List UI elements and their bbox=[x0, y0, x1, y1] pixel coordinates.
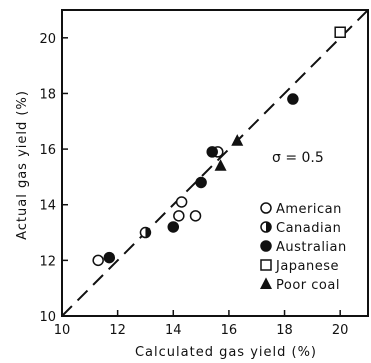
reference-diagonal-line bbox=[61, 9, 369, 317]
x-tick-label: 20 bbox=[332, 323, 349, 338]
y-tick-label: 14 bbox=[39, 199, 56, 214]
y-tick-label: 16 bbox=[39, 143, 56, 158]
x-tick-label: 16 bbox=[221, 323, 238, 338]
australian-data-point bbox=[206, 146, 218, 158]
x-tick-label: 18 bbox=[276, 323, 293, 338]
x-tick-label: 14 bbox=[165, 323, 182, 338]
australian-data-point bbox=[167, 221, 180, 233]
australian-data-point bbox=[103, 251, 116, 264]
y-tick-label: 10 bbox=[39, 310, 56, 325]
australian-data-point bbox=[195, 176, 207, 189]
sigma-annotation: σ = 0.5 bbox=[272, 150, 324, 166]
american-data-point bbox=[92, 254, 104, 267]
legend-marker-poor-coal bbox=[260, 277, 272, 289]
plot-frame bbox=[61, 9, 369, 317]
japanese-data-point bbox=[334, 26, 346, 39]
legend-label-japanese: Japanese bbox=[275, 259, 339, 274]
legend-label-american: American bbox=[276, 202, 342, 217]
x-axis-label: Calculated gas yield (%) bbox=[135, 345, 317, 360]
y-axis-label: Actual gas yield (%) bbox=[15, 90, 30, 240]
australian-data-point bbox=[287, 93, 299, 105]
poor-coal-data-point bbox=[214, 159, 227, 171]
legend-label-poor-coal: Poor coal bbox=[276, 278, 340, 293]
x-tick-label: 10 bbox=[54, 323, 71, 338]
canadian-data-point bbox=[139, 226, 152, 239]
american-data-point bbox=[175, 196, 188, 208]
legend-label-canadian: Canadian bbox=[276, 221, 341, 236]
y-tick-label: 12 bbox=[39, 254, 56, 269]
legend-marker-australian bbox=[260, 240, 272, 252]
legend-marker-canadian bbox=[260, 221, 272, 233]
legend-label-australian: Australian bbox=[276, 240, 347, 255]
poor-coal-data-point bbox=[231, 134, 244, 146]
y-tick-label: 20 bbox=[39, 32, 56, 47]
y-tick-label: 18 bbox=[39, 87, 56, 102]
legend: American Canadian Australian Japanese Poor c… bbox=[260, 202, 347, 293]
american-data-point bbox=[189, 210, 202, 222]
legend-marker-american bbox=[260, 202, 272, 214]
x-tick-label: 12 bbox=[109, 323, 126, 338]
legend-marker-japanese bbox=[260, 259, 272, 271]
american-data-point bbox=[173, 210, 185, 222]
